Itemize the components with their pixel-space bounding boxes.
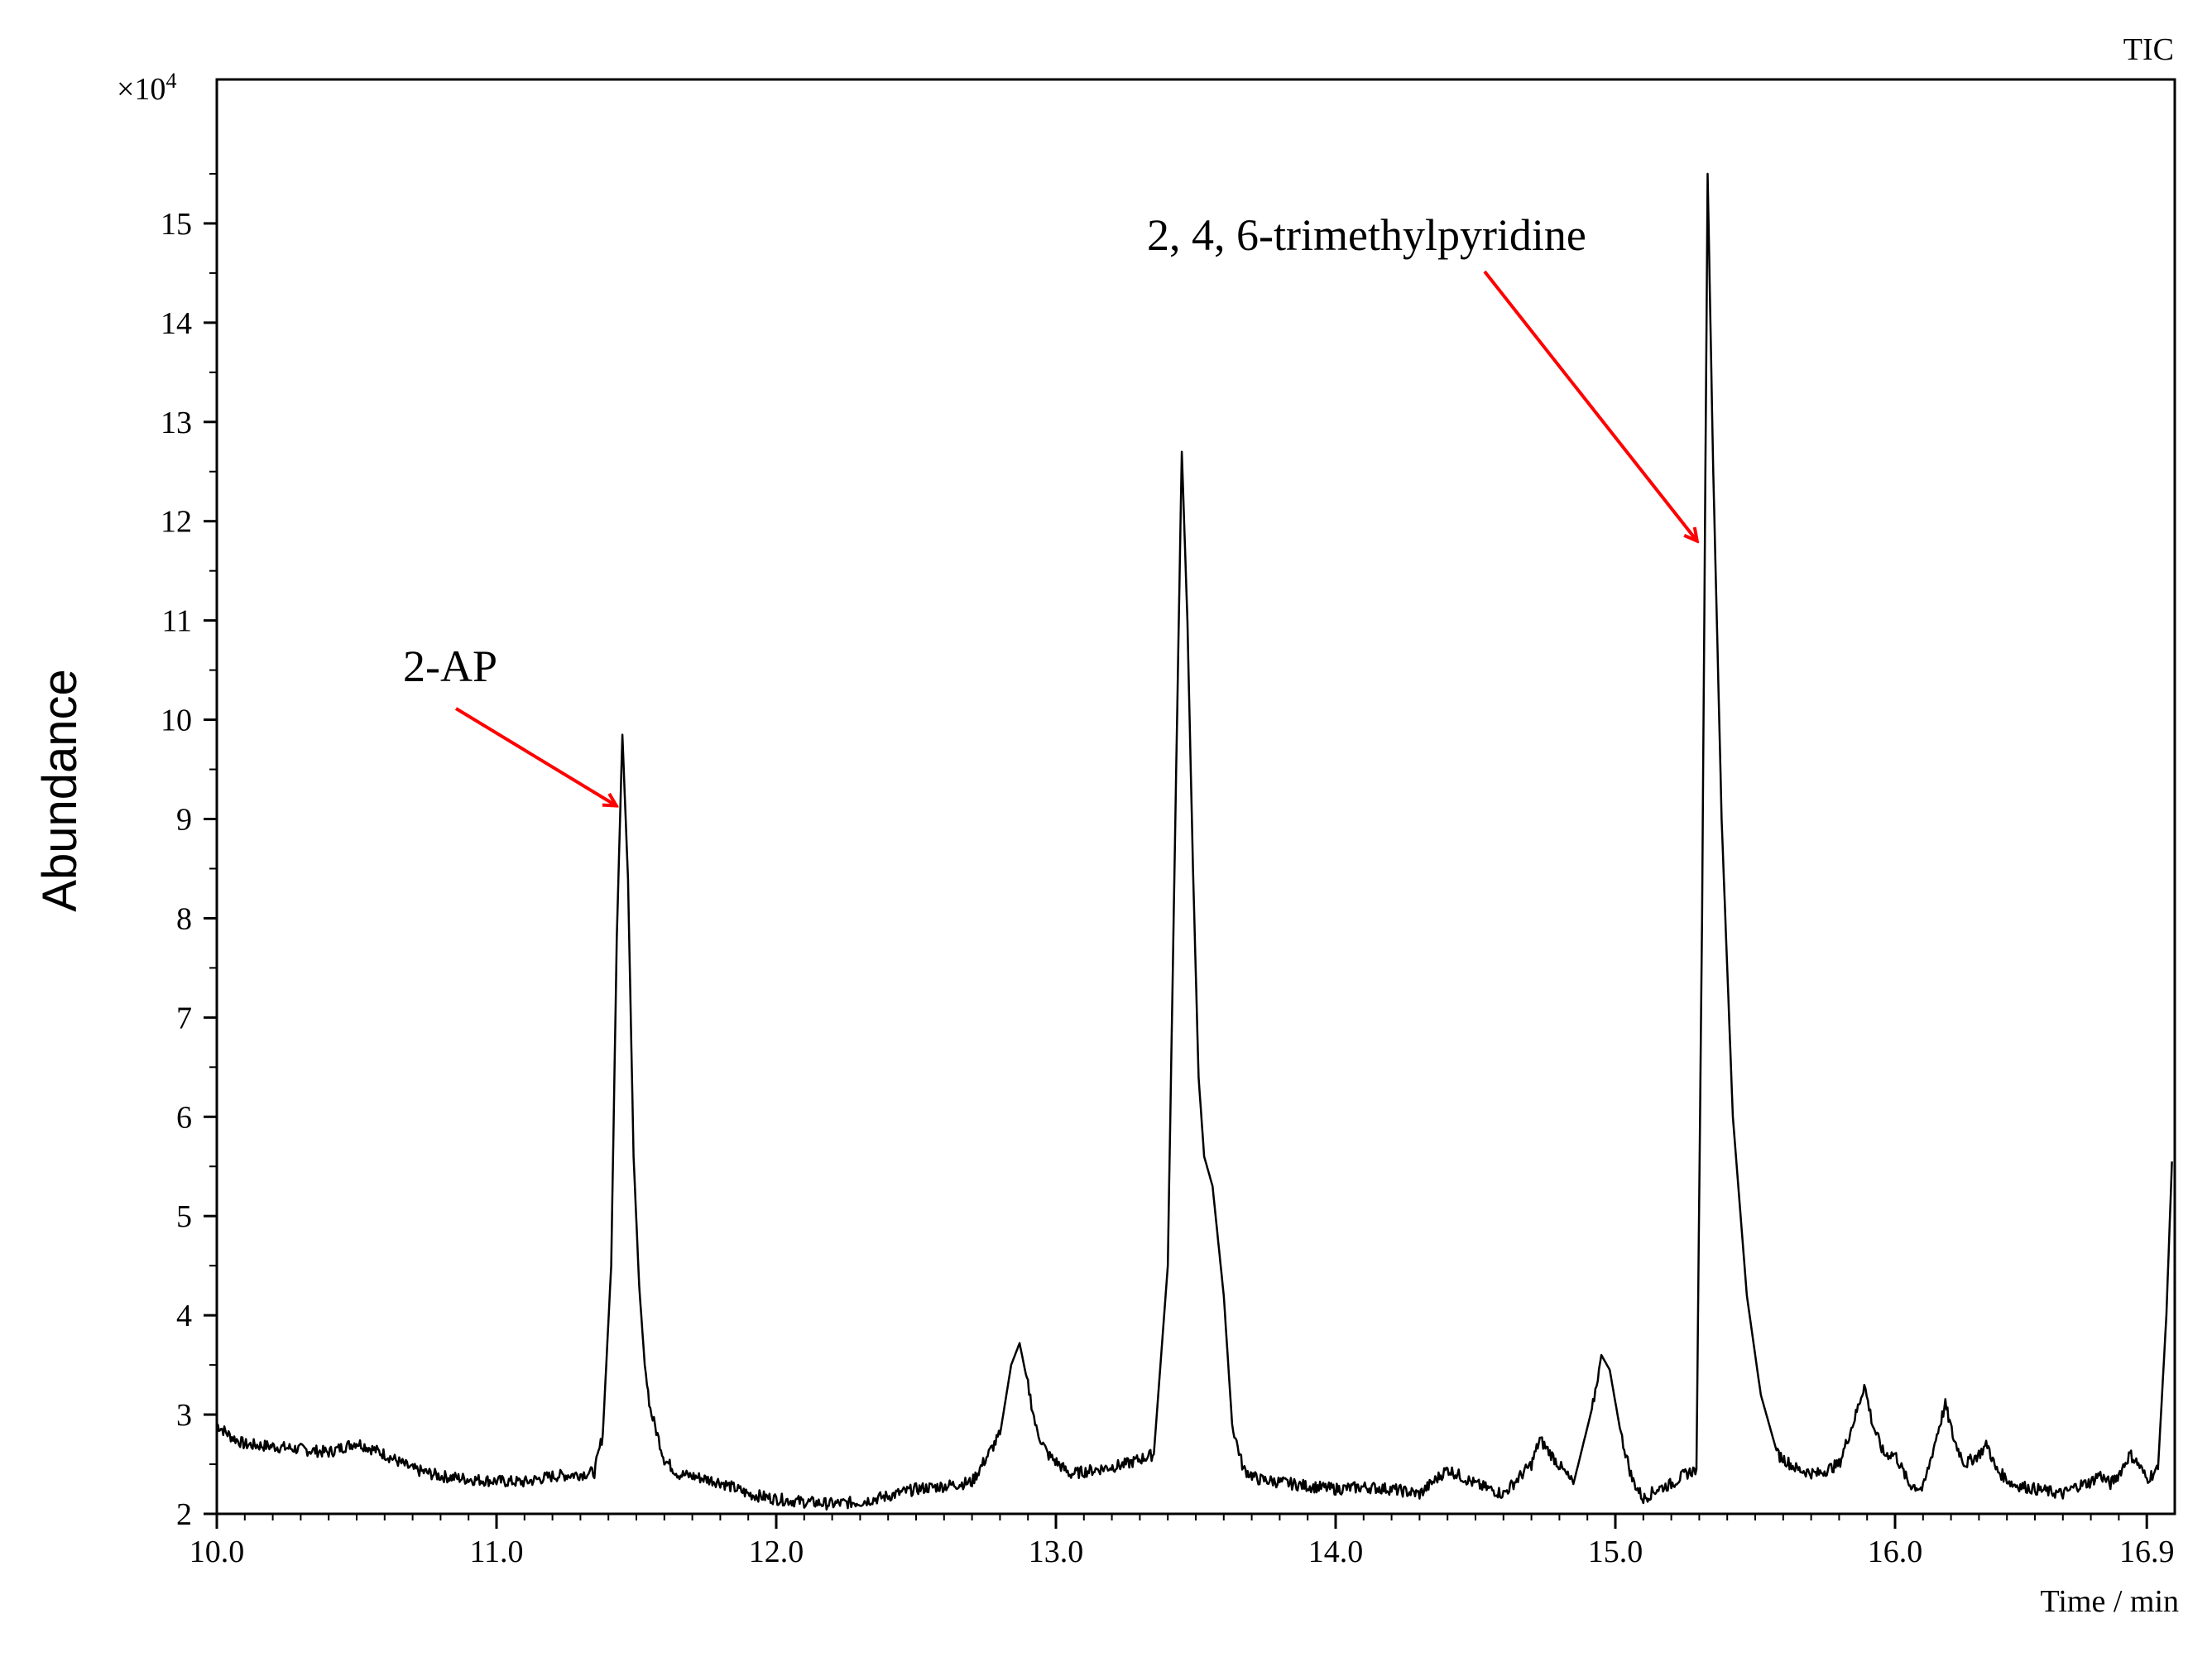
y-tick-label: 13 (161, 406, 192, 440)
plot-frame (215, 78, 2176, 1515)
x-axis: 10.0 11.0 12.0 13.0 14.0 15.0 16.0 16.9 (190, 1514, 2175, 1569)
y-multiplier: ×104 (117, 69, 176, 107)
annotation-2-ap: 2-AP (403, 641, 497, 691)
x-tick-label: 12.0 (749, 1535, 804, 1569)
y-axis-label: Abundance (33, 669, 87, 911)
peak-annotations: 2-AP 2, 4, 6-trimethylpyridine (403, 210, 1697, 806)
x-tick-label: 14.0 (1308, 1535, 1364, 1569)
y-tick-label: 7 (176, 1001, 192, 1035)
x-tick-label: 15.0 (1588, 1535, 1643, 1569)
x-tick-label: 16.0 (1868, 1535, 1923, 1569)
y-tick-label: 6 (176, 1100, 192, 1135)
y-tick-label: 10 (161, 704, 192, 738)
y-tick-label: 8 (176, 901, 192, 936)
x-axis-label: Time / min (2040, 1584, 2179, 1619)
annotation-trimethylpyridine: 2, 4, 6-trimethylpyridine (1147, 210, 1586, 260)
y-tick-label: 3 (176, 1398, 192, 1433)
arrow-2-ap (454, 707, 617, 806)
arrow-trimethylpyridine (1483, 270, 1697, 541)
y-tick-label: 11 (161, 604, 192, 639)
y-tick-label: 5 (176, 1199, 192, 1234)
y-tick-label: 9 (176, 803, 192, 838)
tic-trace-line (216, 172, 2173, 1511)
y-tick-label: 14 (161, 306, 192, 341)
y-tick-label: 12 (161, 505, 192, 540)
x-tick-label: 10.0 (190, 1535, 245, 1569)
x-tick-label: 16.9 (2119, 1535, 2175, 1569)
y-tick-label: 2 (176, 1497, 192, 1532)
y-tick-label: 4 (176, 1299, 192, 1333)
y-axis: 2 3 4 5 6 7 8 9 10 11 12 13 14 15 (161, 172, 217, 1532)
trace-label: TIC (2123, 32, 2174, 67)
y-multiplier-exponent: 4 (166, 69, 176, 93)
y-tick-label: 15 (161, 207, 192, 242)
x-tick-label: 13.0 (1029, 1535, 1084, 1569)
x-tick-label: 11.0 (469, 1535, 523, 1569)
